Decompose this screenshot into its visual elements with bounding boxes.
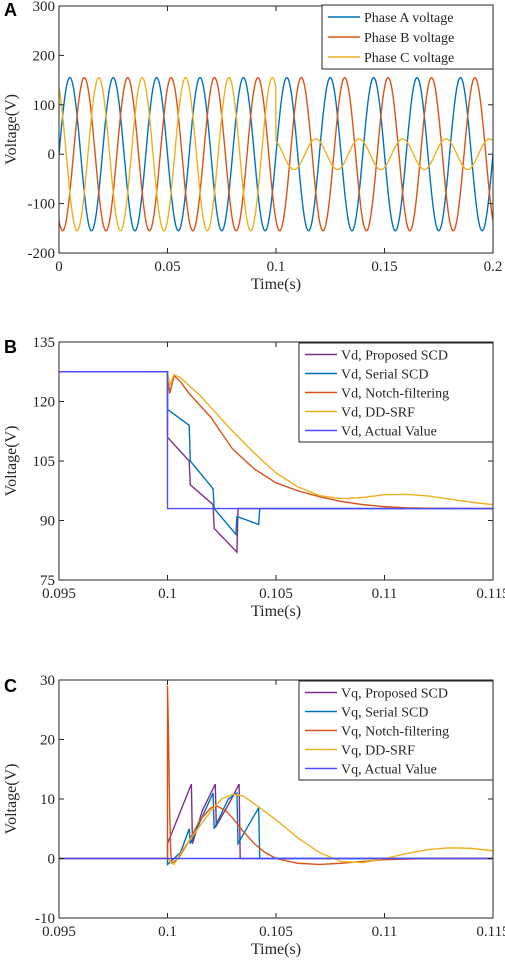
legend-entry: Vd, DD-SRF — [341, 406, 415, 421]
x-tick-label: 0.115 — [476, 586, 505, 602]
series-line-1 — [59, 783, 493, 860]
y-tick-label: 20 — [40, 733, 55, 749]
x-tick-label: 0.15 — [371, 259, 397, 275]
panel-label: C — [4, 676, 17, 696]
y-tick-label: 200 — [33, 48, 56, 64]
legend-entry: Vd, Serial SCD — [341, 368, 429, 383]
x-tick-label: 0.11 — [372, 924, 398, 940]
y-axis-label: Voltage(V) — [3, 764, 20, 835]
y-tick-label: 100 — [33, 98, 56, 114]
legend-entry: Phase B voltage — [364, 31, 454, 46]
series-line-1 — [59, 76, 493, 232]
legend-entry: Vq, Actual Value — [341, 763, 437, 778]
legend-entry: Vq, Proposed SCD — [341, 687, 448, 702]
series-line-4 — [59, 371, 493, 506]
x-tick-label: 0.095 — [42, 924, 76, 940]
legend-entry: Vd, Actual Value — [341, 425, 437, 440]
series-line-5 — [59, 371, 493, 510]
y-tick-label: 120 — [33, 395, 56, 411]
x-tick-label: 0.11 — [372, 586, 398, 602]
legend-entry: Phase C voltage — [364, 51, 454, 66]
y-tick-label: -100 — [28, 197, 56, 213]
legend-entry: Vq, DD-SRF — [341, 744, 415, 759]
series-line-3 — [59, 371, 493, 510]
x-tick-label: 0.1 — [158, 924, 177, 940]
x-tick-label: 0.095 — [42, 586, 76, 602]
y-tick-label: 10 — [40, 792, 55, 808]
panel-label: A — [4, 0, 17, 20]
legend-entry: Vd, Notch-filtering — [341, 387, 449, 402]
series-line-2 — [59, 76, 493, 232]
x-tick-label: 0.2 — [484, 259, 503, 275]
y-axis-label: Voltage(V) — [3, 426, 20, 497]
legend-entry: Phase A voltage — [364, 11, 453, 26]
y-tick-label: 90 — [40, 514, 55, 530]
x-tick-label: 0.105 — [259, 586, 293, 602]
series-line-4 — [59, 793, 493, 866]
y-tick-label: 0 — [48, 147, 56, 163]
y-tick-label: 300 — [33, 0, 56, 15]
series-line-2 — [59, 791, 493, 867]
y-tick-label: -10 — [35, 911, 55, 927]
legend-entry: Vq, Notch-filtering — [341, 725, 449, 740]
x-tick-label: 0.1 — [267, 259, 286, 275]
x-axis-label: Time(s) — [251, 941, 301, 958]
y-axis-label: Voltage(V) — [3, 94, 20, 165]
y-tick-label: 75 — [40, 573, 55, 589]
y-tick-label: 0 — [48, 852, 56, 868]
x-tick-label: 0.05 — [154, 259, 180, 275]
y-tick-label: 30 — [40, 673, 55, 689]
legend-entry: Vd, Proposed SCD — [341, 349, 448, 364]
y-tick-label: 135 — [33, 335, 56, 351]
panel-label: B — [4, 337, 17, 357]
series-line-3 — [59, 76, 493, 232]
y-tick-label: -200 — [28, 246, 56, 262]
x-tick-label: 0 — [55, 259, 63, 275]
y-tick-label: 105 — [33, 454, 56, 470]
x-axis-label: Time(s) — [251, 603, 301, 620]
legend-entry: Vq, Serial SCD — [341, 706, 429, 721]
x-tick-label: 0.105 — [259, 924, 293, 940]
series-line-3 — [59, 685, 493, 866]
x-tick-label: 0.1 — [158, 586, 177, 602]
x-tick-label: 0.115 — [476, 924, 505, 940]
x-axis-label: Time(s) — [251, 276, 301, 293]
